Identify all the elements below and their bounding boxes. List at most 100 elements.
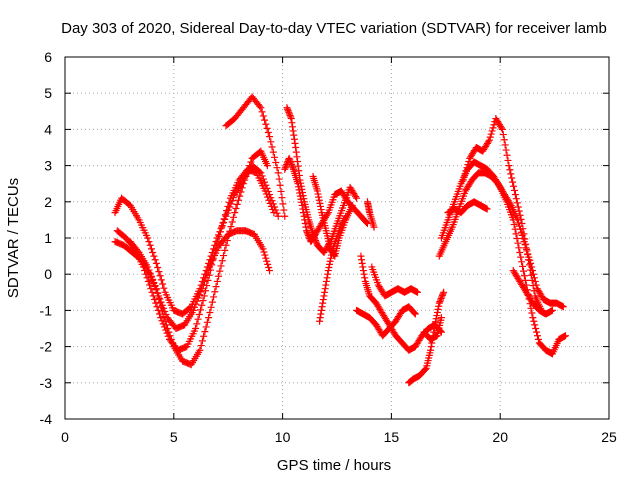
data-point	[503, 151, 511, 159]
data-point	[196, 291, 204, 299]
data-point	[509, 216, 517, 224]
data-point	[524, 251, 532, 259]
data-point	[502, 146, 510, 154]
data-point	[293, 153, 301, 161]
data-point	[144, 234, 152, 242]
data-point	[243, 169, 251, 177]
data-point	[270, 209, 278, 217]
data-point	[241, 176, 249, 184]
data-point	[157, 314, 165, 322]
data-point	[224, 202, 232, 210]
data-point	[527, 271, 535, 279]
x-tick-label: 15	[384, 429, 400, 445]
data-point	[427, 343, 435, 351]
data-point	[147, 272, 155, 280]
data-point	[148, 288, 156, 296]
data-point	[265, 263, 273, 271]
data-point	[285, 108, 293, 116]
data-point	[461, 170, 469, 178]
data-point	[149, 248, 157, 256]
data-point	[506, 166, 514, 174]
data-point	[532, 325, 540, 332]
data-point	[159, 308, 167, 316]
data-point	[259, 112, 267, 120]
data-point	[267, 202, 275, 210]
data-point	[528, 276, 536, 284]
data-point	[272, 158, 280, 166]
data-point	[200, 332, 208, 340]
data-point	[202, 287, 210, 295]
data-point	[358, 256, 366, 264]
data-point	[514, 203, 522, 211]
data-point	[206, 266, 214, 274]
data-point	[321, 285, 329, 293]
data-point	[159, 280, 167, 288]
y-tick-label: 4	[44, 121, 52, 137]
data-point	[214, 237, 222, 245]
data-point	[285, 154, 293, 162]
data-point	[165, 328, 173, 336]
data-point	[233, 200, 241, 208]
series-arc-13	[368, 263, 422, 300]
data-point	[548, 306, 556, 314]
y-tick-label: 5	[44, 85, 52, 101]
y-tick-label: -3	[40, 375, 53, 391]
data-point	[156, 299, 164, 307]
data-point	[193, 297, 201, 305]
data-point	[439, 290, 447, 298]
data-point	[209, 256, 217, 264]
y-tick-label: 6	[44, 49, 52, 65]
data-point	[237, 188, 245, 196]
data-point	[154, 306, 162, 314]
data-point	[561, 332, 569, 340]
x-tick-label: 5	[170, 429, 178, 445]
data-point	[498, 125, 506, 133]
data-point	[146, 269, 154, 277]
data-point	[150, 252, 158, 260]
data-point	[198, 301, 206, 309]
data-point	[534, 335, 542, 343]
data-point	[191, 303, 199, 311]
data-point	[267, 138, 275, 146]
data-point	[325, 263, 333, 271]
data-point	[222, 241, 230, 249]
y-tick-label: -2	[40, 339, 53, 355]
data-point	[291, 139, 299, 147]
data-point	[342, 212, 350, 220]
data-point	[358, 259, 366, 267]
data-point	[484, 138, 492, 146]
data-point	[322, 281, 330, 289]
data-point	[154, 289, 162, 297]
data-point	[525, 261, 533, 269]
x-tick-label: 25	[601, 429, 617, 445]
data-point	[258, 108, 266, 116]
data-point	[315, 196, 323, 204]
data-point	[432, 315, 440, 323]
series-arc-10	[363, 198, 378, 231]
data-point	[195, 311, 203, 319]
data-point	[264, 193, 272, 201]
data-point	[264, 260, 272, 268]
data-point	[259, 245, 267, 253]
data-point	[319, 299, 327, 307]
data-point	[301, 216, 309, 224]
data-point	[518, 231, 526, 239]
data-point	[199, 297, 207, 305]
data-point	[146, 241, 154, 249]
data-point	[299, 205, 307, 213]
data-point	[220, 215, 228, 223]
data-point	[370, 223, 378, 231]
data-point	[317, 306, 325, 314]
data-point	[296, 192, 304, 200]
data-point	[166, 332, 174, 340]
data-point	[192, 325, 200, 332]
data-point	[197, 288, 205, 296]
data-point	[275, 175, 283, 183]
data-point	[500, 136, 508, 144]
data-point	[265, 196, 273, 204]
data-point	[213, 277, 221, 285]
data-point	[323, 274, 331, 282]
data-point	[521, 276, 529, 284]
data-point	[201, 328, 209, 336]
data-point	[144, 277, 152, 285]
